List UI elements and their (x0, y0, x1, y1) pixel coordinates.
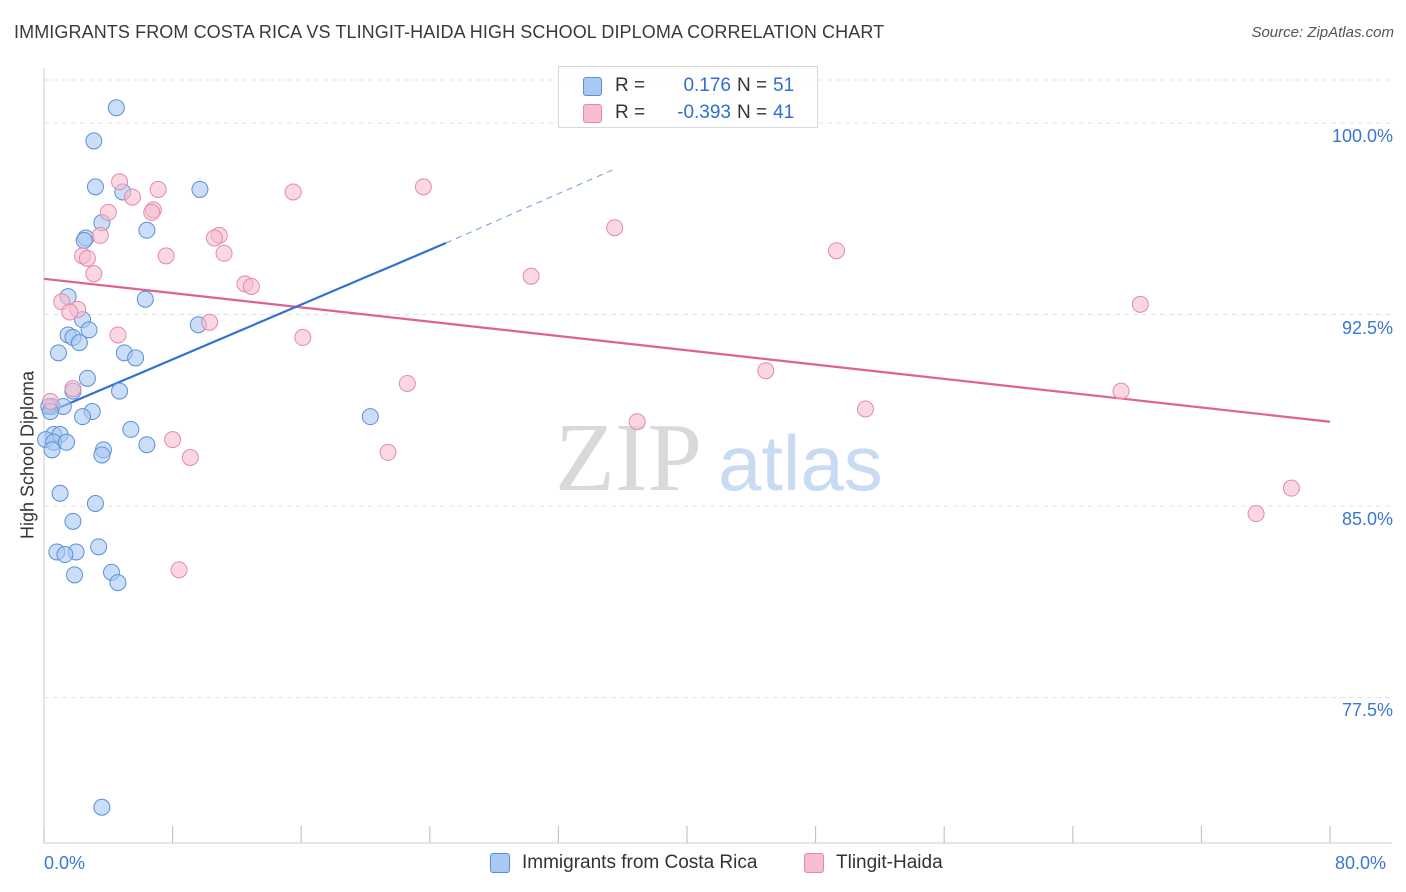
n-label: N = (737, 75, 768, 96)
x-tick-label: 0.0% (44, 853, 86, 873)
point-costa-rica (138, 221, 156, 239)
pink-swatch (804, 853, 824, 873)
point-costa-rica (127, 349, 145, 367)
point-tlingit-haida (123, 188, 141, 206)
point-tlingit-haida (1282, 479, 1300, 497)
source-label: Source: ZipAtlas.com (1251, 24, 1394, 41)
legend-label-costa-rica: Immigrants from Costa Rica (522, 852, 758, 873)
n-value-tlingit-haida: 41 (773, 102, 795, 123)
point-tlingit-haida (215, 244, 233, 262)
point-costa-rica (66, 566, 84, 584)
point-tlingit-haida (757, 362, 775, 380)
y-tick-label: 77.5% (1341, 700, 1393, 721)
r-value-tlingit-haida: -0.393 (677, 102, 731, 123)
point-tlingit-haida (284, 183, 302, 201)
point-tlingit-haida (522, 267, 540, 285)
point-tlingit-haida (606, 219, 624, 237)
point-tlingit-haida (201, 313, 219, 331)
point-costa-rica (86, 178, 104, 196)
point-costa-rica (109, 574, 127, 592)
point-costa-rica (51, 484, 69, 502)
n-label: N = (737, 102, 768, 123)
y-axis-label: High School Diploma (17, 370, 38, 540)
r-label: R = (615, 102, 646, 123)
pink-swatch (583, 104, 602, 123)
point-costa-rica (70, 334, 88, 352)
y-tick-label: 85.0% (1341, 509, 1393, 529)
point-costa-rica (93, 446, 111, 464)
point-costa-rica (90, 538, 108, 556)
point-tlingit-haida (856, 400, 874, 418)
y-tick-label: 100.0% (1331, 126, 1393, 147)
point-tlingit-haida (205, 229, 223, 247)
point-tlingit-haida (628, 413, 646, 431)
x-tick-label: 80.0% (1335, 853, 1387, 873)
point-costa-rica (78, 369, 96, 387)
r-value-costa-rica: 0.176 (683, 75, 731, 96)
n-value-costa-rica: 51 (773, 75, 795, 96)
point-costa-rica (75, 231, 93, 249)
point-costa-rica (361, 408, 379, 426)
point-tlingit-haida (242, 277, 260, 295)
point-tlingit-haida (109, 326, 127, 344)
point-tlingit-haida (294, 329, 312, 347)
point-tlingit-haida (149, 180, 167, 198)
point-tlingit-haida (143, 203, 161, 221)
point-tlingit-haida (61, 303, 79, 321)
point-costa-rica (56, 546, 74, 564)
point-costa-rica (49, 344, 67, 362)
blue-swatch (490, 853, 510, 873)
point-tlingit-haida (111, 173, 129, 191)
point-costa-rica (122, 420, 140, 438)
point-costa-rica (107, 99, 125, 117)
point-tlingit-haida (64, 380, 82, 398)
watermark-atlas: atlas (718, 419, 883, 507)
point-tlingit-haida (1247, 505, 1265, 523)
point-costa-rica (111, 382, 129, 400)
y-tick-label: 92.5% (1341, 317, 1393, 338)
r-label: R = (615, 75, 646, 96)
trend-line-tlingit-haida (43, 277, 1331, 423)
point-tlingit-haida (41, 392, 59, 410)
point-tlingit-haida (78, 249, 96, 267)
legend-label-tlingit-haida: Tlingit-Haida (836, 852, 943, 873)
point-tlingit-haida (170, 561, 188, 579)
point-costa-rica (86, 494, 104, 512)
blue-swatch (583, 77, 602, 96)
point-costa-rica (74, 408, 92, 426)
trend-line-costa-rica-extension (445, 168, 615, 244)
point-tlingit-haida (91, 226, 109, 244)
point-costa-rica (85, 132, 103, 150)
point-tlingit-haida (157, 247, 175, 265)
watermark-zip: ZIP (555, 404, 702, 512)
point-costa-rica (58, 433, 76, 451)
point-tlingit-haida (85, 265, 103, 283)
point-costa-rica (80, 321, 98, 339)
point-tlingit-haida (164, 431, 182, 449)
point-tlingit-haida (379, 443, 397, 461)
point-tlingit-haida (827, 242, 845, 260)
trend-line-costa-rica (43, 242, 447, 416)
point-tlingit-haida (414, 178, 432, 196)
point-costa-rica (136, 290, 154, 308)
point-tlingit-haida (1131, 295, 1149, 313)
point-costa-rica (43, 441, 61, 459)
point-costa-rica (93, 798, 111, 816)
point-tlingit-haida (1112, 382, 1130, 400)
chart-title: IMMIGRANTS FROM COSTA RICA VS TLINGIT-HA… (14, 22, 885, 42)
point-costa-rica (138, 436, 156, 454)
stats-legend: R = 0.176 N = 51 R = -0.393 N = 41 (558, 66, 818, 128)
point-tlingit-haida (99, 203, 117, 221)
point-costa-rica (64, 512, 82, 530)
point-tlingit-haida (398, 374, 416, 392)
point-tlingit-haida (181, 449, 199, 466)
point-costa-rica (191, 180, 209, 198)
